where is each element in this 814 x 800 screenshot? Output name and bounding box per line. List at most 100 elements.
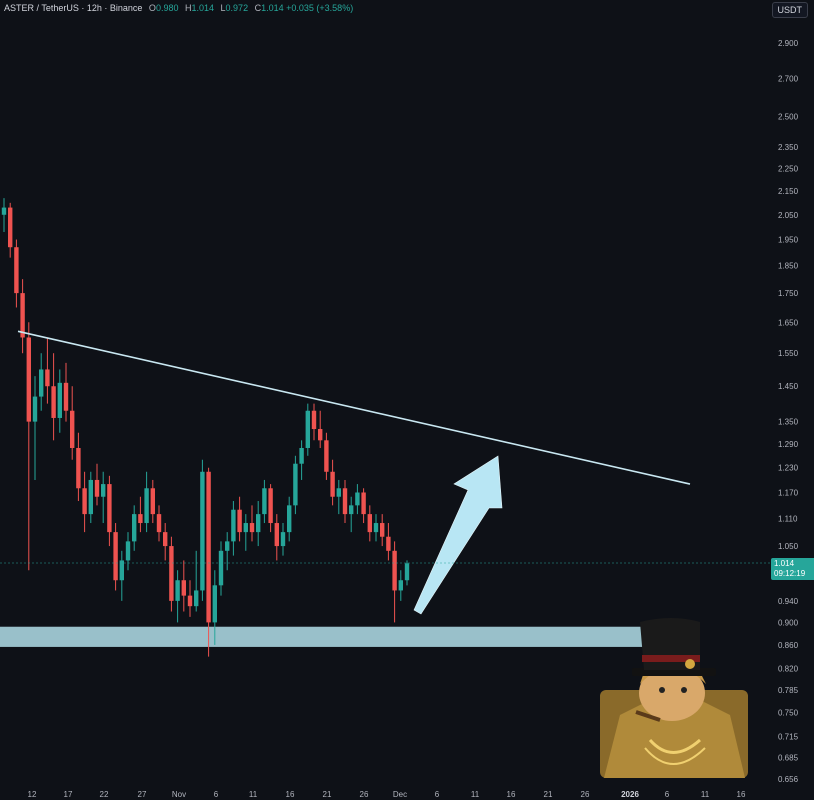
candle-body bbox=[404, 563, 410, 581]
candle[interactable] bbox=[32, 376, 38, 480]
candle[interactable] bbox=[63, 362, 69, 422]
candle[interactable] bbox=[163, 523, 168, 561]
candle[interactable] bbox=[311, 403, 317, 441]
x-tick-label: Dec bbox=[393, 790, 407, 799]
candle[interactable] bbox=[101, 471, 106, 524]
candle[interactable] bbox=[355, 484, 360, 515]
candle[interactable] bbox=[243, 514, 248, 551]
y-tick-label: 1.230 bbox=[778, 464, 799, 473]
candle[interactable] bbox=[237, 496, 242, 542]
candle[interactable] bbox=[20, 279, 25, 354]
candle[interactable] bbox=[8, 202, 13, 258]
candle[interactable] bbox=[280, 523, 286, 556]
candle[interactable] bbox=[373, 514, 379, 542]
candle-body bbox=[175, 580, 180, 601]
candle[interactable] bbox=[169, 536, 174, 612]
candle-body bbox=[200, 471, 205, 591]
candle[interactable] bbox=[94, 463, 100, 506]
candle[interactable] bbox=[256, 501, 261, 547]
candle[interactable] bbox=[361, 488, 366, 524]
currency-button[interactable]: USDT bbox=[771, 2, 808, 18]
x-tick-label: 12 bbox=[28, 790, 37, 799]
candle[interactable] bbox=[318, 410, 323, 448]
low-value: 0.972 bbox=[225, 3, 249, 13]
candle[interactable] bbox=[138, 496, 143, 533]
candle[interactable] bbox=[386, 523, 391, 561]
candle[interactable] bbox=[392, 541, 397, 623]
candle[interactable] bbox=[249, 505, 255, 542]
candle[interactable] bbox=[349, 496, 354, 533]
candle[interactable] bbox=[287, 496, 292, 542]
open-value: 0.980 bbox=[155, 3, 179, 13]
candle[interactable] bbox=[26, 322, 31, 571]
candle[interactable] bbox=[51, 353, 56, 441]
candle[interactable] bbox=[194, 550, 199, 612]
candle-body bbox=[355, 492, 360, 506]
candle[interactable] bbox=[14, 239, 19, 308]
candle[interactable] bbox=[330, 459, 335, 506]
candle[interactable] bbox=[150, 479, 155, 524]
candle[interactable] bbox=[367, 505, 372, 542]
candle[interactable] bbox=[225, 532, 230, 571]
candle[interactable] bbox=[299, 440, 304, 480]
candle-body bbox=[1, 207, 7, 215]
candle[interactable] bbox=[293, 455, 298, 515]
candle[interactable] bbox=[113, 523, 118, 591]
candle[interactable] bbox=[82, 471, 87, 533]
candle-body bbox=[336, 488, 341, 497]
candle-body bbox=[373, 523, 379, 533]
candle[interactable] bbox=[274, 514, 279, 561]
candle[interactable] bbox=[175, 570, 180, 623]
price-axis[interactable] bbox=[770, 0, 814, 800]
candle[interactable] bbox=[156, 505, 162, 542]
candle[interactable] bbox=[336, 479, 341, 515]
candle[interactable] bbox=[144, 471, 149, 533]
candle-body bbox=[169, 546, 174, 601]
x-tick-label: 6 bbox=[665, 790, 670, 799]
candle[interactable] bbox=[132, 505, 137, 551]
candle-body bbox=[206, 471, 211, 623]
candle[interactable] bbox=[107, 475, 112, 547]
descending-trendline[interactable] bbox=[17, 330, 691, 485]
candle[interactable] bbox=[404, 560, 410, 586]
candle[interactable] bbox=[218, 541, 224, 596]
candle[interactable] bbox=[57, 369, 62, 433]
candle-body bbox=[380, 523, 385, 537]
candle[interactable] bbox=[324, 432, 329, 480]
candle[interactable] bbox=[206, 467, 211, 657]
candle[interactable] bbox=[88, 471, 93, 524]
candle[interactable] bbox=[76, 432, 81, 502]
candle[interactable] bbox=[119, 550, 124, 601]
candle[interactable] bbox=[398, 570, 403, 601]
candle[interactable] bbox=[268, 484, 273, 533]
y-tick-label: 1.050 bbox=[778, 542, 799, 551]
candle[interactable] bbox=[45, 337, 50, 404]
candle[interactable] bbox=[262, 479, 267, 524]
candle[interactable] bbox=[231, 501, 236, 556]
candle-body bbox=[113, 532, 118, 581]
time-axis[interactable] bbox=[0, 786, 770, 800]
candle[interactable] bbox=[1, 198, 7, 232]
candle-body bbox=[256, 514, 261, 533]
candle[interactable] bbox=[187, 580, 193, 617]
candle-body bbox=[318, 429, 323, 441]
candle[interactable] bbox=[181, 560, 186, 612]
candle[interactable] bbox=[70, 386, 75, 460]
y-tick-label: 0.715 bbox=[778, 732, 799, 741]
candle-body bbox=[194, 590, 199, 607]
candle[interactable] bbox=[39, 353, 44, 411]
candle[interactable] bbox=[212, 570, 217, 645]
y-tick-label: 0.860 bbox=[778, 641, 799, 650]
x-tick-label: 11 bbox=[701, 790, 710, 799]
candle[interactable] bbox=[305, 403, 310, 456]
candle[interactable] bbox=[200, 459, 205, 601]
candle-body bbox=[225, 541, 230, 551]
gold-chain bbox=[648, 738, 701, 754]
y-tick-label: 1.290 bbox=[778, 440, 799, 449]
support-zone[interactable] bbox=[0, 626, 690, 647]
candle[interactable] bbox=[380, 514, 385, 547]
candle[interactable] bbox=[342, 479, 348, 524]
candle[interactable] bbox=[125, 532, 131, 571]
up-arrow-annotation[interactable] bbox=[413, 455, 503, 615]
